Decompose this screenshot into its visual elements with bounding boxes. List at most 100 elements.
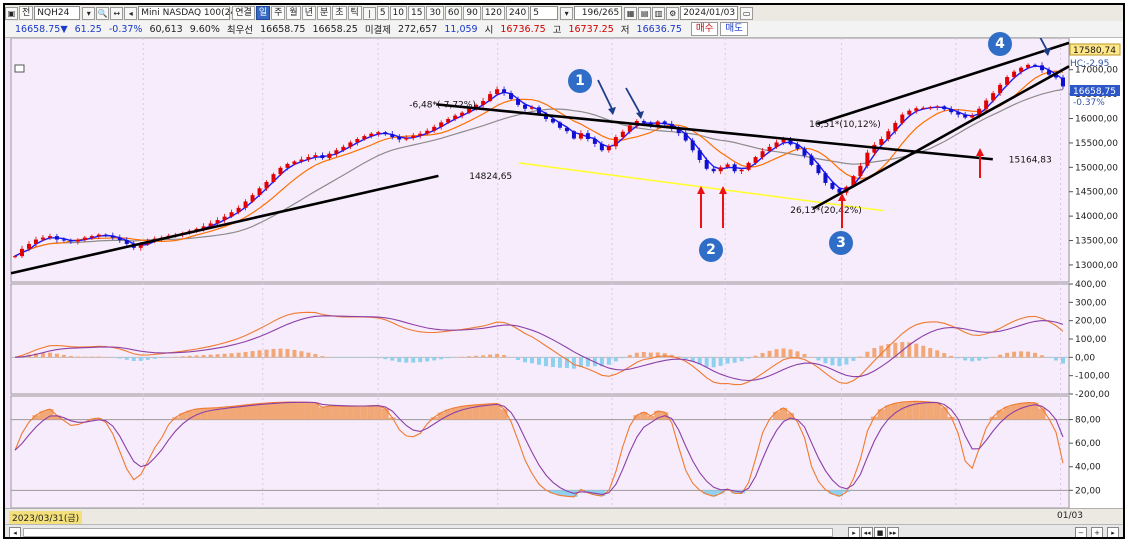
macd-histogram-bar <box>320 356 325 358</box>
macd-histogram-bar <box>194 355 199 358</box>
calendar-icon[interactable]: ▭ <box>740 6 754 20</box>
candle-body <box>13 256 17 258</box>
end-date-label: 01/03 <box>1057 511 1083 521</box>
zoom-out-icon[interactable]: − <box>1075 527 1087 537</box>
macd-histogram-bar <box>942 353 947 358</box>
candle-body <box>557 122 562 128</box>
macd-histogram-bar <box>285 348 290 358</box>
blue-arrow <box>597 79 614 112</box>
stochastic-overbought-fill <box>458 406 466 420</box>
candle-body <box>788 139 793 145</box>
candle-body <box>369 133 374 137</box>
candle-body <box>117 237 122 241</box>
stochastic-overbought-fill <box>228 406 236 420</box>
candle-body <box>1033 64 1038 66</box>
annotation-label: 16,51*(10,12%) <box>809 120 881 130</box>
count-input[interactable]: 196/265 <box>574 6 623 20</box>
stochastic-oversold-fill <box>584 490 592 493</box>
interval-10[interactable]: 10 <box>389 6 407 20</box>
chevron-down-icon[interactable]: ▾ <box>82 6 96 20</box>
zoom-in-icon[interactable]: + <box>1091 527 1103 537</box>
macd-tick-label: 300,00 <box>1075 298 1107 308</box>
tab-period-second[interactable]: 초 <box>332 6 347 20</box>
tab-period-minute[interactable]: 분 <box>316 6 332 20</box>
stop-icon[interactable]: ■ <box>874 527 886 537</box>
tab-period-year[interactable]: 년 <box>301 6 316 20</box>
sound-icon[interactable]: ◂ <box>124 6 138 20</box>
link-button[interactable]: 연결 <box>232 6 255 20</box>
print-icon[interactable]: ▥ <box>652 6 666 20</box>
candle-body <box>523 104 528 109</box>
tab-period-day[interactable]: 일 <box>255 6 271 20</box>
stochastic-k-line <box>14 400 1064 498</box>
macd-histogram-bar <box>215 354 220 358</box>
date-input[interactable]: 2024/01/03 <box>680 6 739 20</box>
macd-panel <box>10 283 1070 395</box>
forward-icon[interactable]: ▸▸ <box>887 527 899 537</box>
chevron-down-icon[interactable]: ▾ <box>560 6 574 20</box>
bid-price: 16658.75 <box>260 23 306 35</box>
macd-histogram-bar <box>446 357 451 359</box>
candle-body <box>222 216 227 221</box>
stochastic-overbought-fill <box>1038 408 1046 420</box>
scroll-track[interactable] <box>23 528 833 537</box>
open-label: 시 <box>484 25 494 36</box>
panel-menu-icon <box>14 64 25 73</box>
macd-histogram-bar <box>75 356 80 358</box>
high-label: 고 <box>552 25 562 36</box>
play-icon[interactable]: ▸ <box>848 527 860 537</box>
stochastic-overbought-fill <box>346 406 354 420</box>
stochastic-overbought-fill <box>989 416 997 420</box>
scroll-left-icon[interactable]: ◂ <box>9 527 21 537</box>
save-icon[interactable]: ▤ <box>638 6 652 20</box>
stochastic-overbought-fill <box>940 407 948 420</box>
start-date-label: 2023/03/31(금) <box>9 511 83 524</box>
scroll-right-icon[interactable]: ▸ <box>1107 527 1119 537</box>
interval-15[interactable]: 15 <box>408 6 426 20</box>
candle-body <box>627 125 632 132</box>
candle-body <box>970 115 975 118</box>
candle-body <box>320 155 325 159</box>
interval-input[interactable]: 5 <box>530 6 559 20</box>
tab-period-tick[interactable]: 틱 <box>347 6 362 20</box>
macd-histogram-bar <box>383 357 388 360</box>
interval-120[interactable]: 120 <box>481 6 505 20</box>
symbol-code-input[interactable]: NQH24 <box>34 6 81 20</box>
stochastic-overbought-fill <box>318 407 326 420</box>
macd-tick-label: -100,00 <box>1075 372 1110 382</box>
price-change: 61.25 <box>74 23 102 35</box>
search-icon[interactable]: 🔍 <box>96 6 110 20</box>
macd-histogram-bar <box>627 355 632 358</box>
stochastic-overbought-fill <box>221 407 229 420</box>
candle-body <box>795 144 800 149</box>
macd-histogram-bar <box>187 355 192 358</box>
macd-histogram-bar <box>956 357 961 359</box>
buy-button[interactable]: 매수 <box>690 22 719 36</box>
grid-icon[interactable]: ▦ <box>624 6 638 20</box>
scrollbar[interactable]: ◂ ▸ ◂◂ ■ ▸▸ − + ▸ <box>5 524 1123 537</box>
stochastic-overbought-fill <box>381 408 389 420</box>
interval-60[interactable]: 60 <box>444 6 463 20</box>
interval-5[interactable]: 5 <box>376 6 389 20</box>
rewind-icon[interactable]: ◂◂ <box>861 527 873 537</box>
macd-histogram-bar <box>767 350 772 358</box>
candle-body <box>201 226 206 229</box>
interval-90[interactable]: 90 <box>463 6 481 20</box>
all-button[interactable]: 전 <box>19 6 34 20</box>
interval-30[interactable]: 30 <box>426 6 444 20</box>
tab-period-week[interactable]: 주 <box>271 6 286 20</box>
window-icon[interactable]: ▣ <box>5 6 18 20</box>
tab-period-month[interactable]: 월 <box>286 6 301 20</box>
interval-240[interactable]: 240 <box>506 6 530 20</box>
sell-button[interactable]: 매도 <box>720 22 748 36</box>
candle-body <box>879 139 884 145</box>
candle-body <box>474 104 479 109</box>
chart-area[interactable]: 17000,0016500,0016000,0015500,0015000,00… <box>5 38 1123 528</box>
candle-body <box>1012 71 1017 78</box>
stochastic-overbought-fill <box>647 415 655 420</box>
candle-body <box>68 240 73 242</box>
compare-icon[interactable]: ↔ <box>110 6 124 20</box>
stochastic-oversold-fill <box>717 490 725 494</box>
candle-body <box>61 239 66 241</box>
settings-icon[interactable]: ⚙ <box>666 6 680 20</box>
